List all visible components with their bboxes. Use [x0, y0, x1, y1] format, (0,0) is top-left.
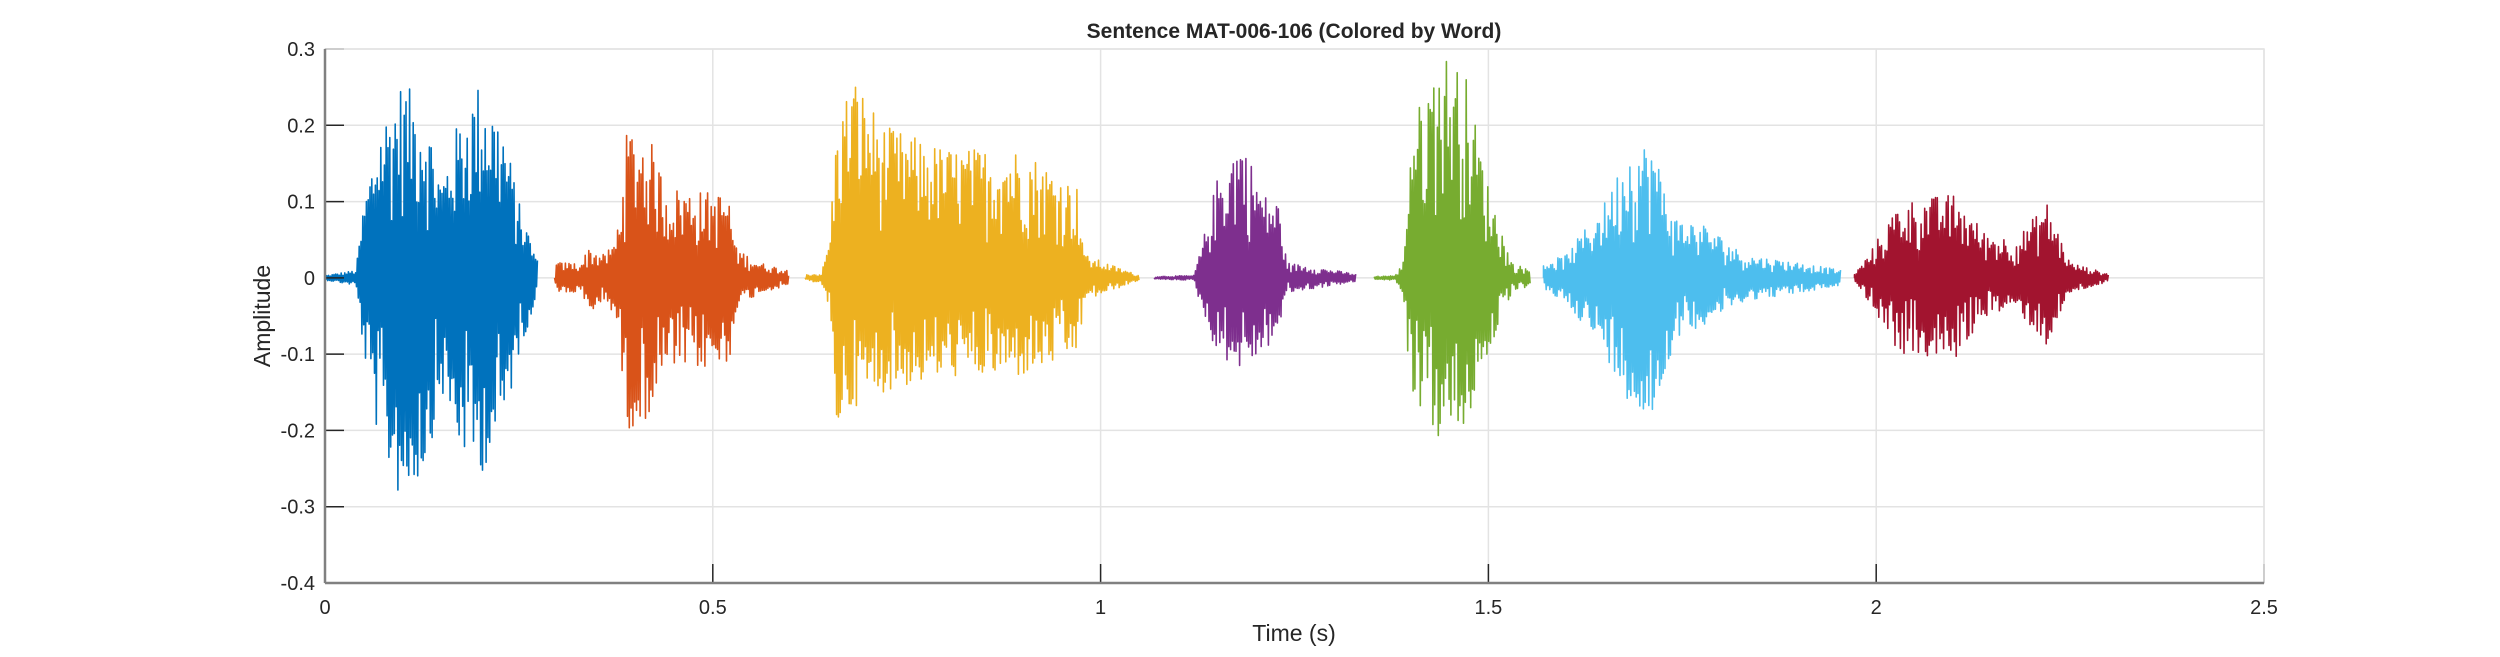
chart-title: Sentence MAT-006-106 (Colored by Word) — [1087, 20, 1502, 43]
y-axis-label: Amplitude — [249, 265, 275, 367]
waveform-word-7 — [1853, 195, 2110, 357]
waveform-word-4 — [1153, 157, 1357, 367]
x-tick-label: 0 — [319, 597, 330, 619]
waveform-word-6 — [1542, 149, 1842, 411]
y-tick-label: 0.1 — [287, 192, 315, 214]
x-tick-label: 2 — [1871, 597, 1882, 619]
x-axis-label: Time (s) — [1252, 620, 1335, 646]
waveform-word-3 — [804, 86, 1140, 418]
x-tick-label: 2.5 — [2250, 597, 2278, 619]
waveform-word-5 — [1373, 60, 1531, 437]
y-tick-label: 0 — [304, 268, 315, 290]
x-tick-label: 1 — [1095, 597, 1106, 619]
x-tick-label: 0.5 — [699, 597, 727, 619]
y-tick-label: 0.2 — [287, 115, 315, 137]
y-tick-label: -0.1 — [281, 344, 315, 366]
waveform-series — [324, 60, 2110, 491]
x-tick-label: 1.5 — [1474, 597, 1502, 619]
waveform-word-1 — [324, 88, 539, 491]
waveform-word-2 — [553, 134, 790, 429]
y-tick-label: -0.2 — [281, 420, 315, 442]
axes: 0 0.5 1 1.5 2 2.5 -0.4 -0.3 -0.2 -0.1 0 0.1 0.2 0.3 — [281, 39, 2278, 619]
y-tick-label: -0.3 — [281, 497, 315, 519]
y-tick-label: 0.3 — [287, 39, 315, 61]
y-tick-label: -0.4 — [281, 573, 315, 595]
